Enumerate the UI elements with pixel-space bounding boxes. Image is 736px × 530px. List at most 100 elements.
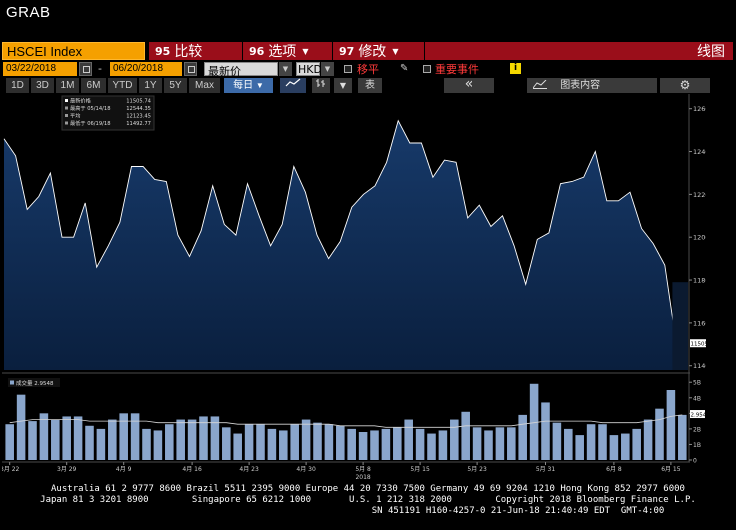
last-price-label: 11505.74 [691, 342, 707, 348]
date-controls: 03/22/2018 - 06/20/2018 最新价 ▼ HKD ▼ 移平 ✎… [2, 61, 733, 78]
last-volume-label-bg [690, 410, 705, 419]
price-type-select[interactable]: 最新价 [204, 62, 278, 78]
legend-value: 11492.77 [126, 121, 151, 127]
x-tick-label: 5月 15 [410, 466, 430, 473]
bar-style-caret-icon[interactable]: ▼ [334, 78, 352, 93]
legend-label: 平均 [70, 112, 80, 120]
legend-label: 最高于 05/14/18 [70, 104, 111, 112]
end-calendar-icon[interactable] [184, 62, 197, 76]
price-tick-label: 12600 [693, 105, 706, 113]
volume-bar [301, 419, 311, 460]
events-label: 重要事件 [435, 63, 479, 76]
command-bar: HSCEI Index 95 比较 96 选项 ▼ 97 修改 ▼ 线图 [2, 42, 733, 60]
period-1y-button[interactable]: 1Y [139, 78, 163, 93]
legend-value: 12123.45 [126, 114, 151, 120]
x-tick-label: 6月 15 [661, 466, 681, 473]
legend-label: 最低于 06/19/18 [70, 119, 111, 127]
volume-bar [347, 428, 356, 460]
period-1m-button[interactable]: 1M [56, 78, 80, 93]
volume-bar [28, 421, 37, 460]
x-tick-label: 5月 23 [467, 466, 487, 473]
gear-icon: ⚙ [679, 78, 691, 92]
period-5y-button[interactable]: 5Y [164, 78, 188, 93]
period-3d-button[interactable]: 3D [31, 78, 55, 93]
volume-bar [16, 394, 26, 460]
volume-avg-line [9, 414, 683, 428]
compare-tab[interactable]: 95 比较 [149, 42, 243, 60]
volume-bar [51, 419, 60, 460]
legend-marker [65, 114, 68, 117]
price-tick-label: 11800 [693, 277, 706, 285]
back-button[interactable]: « [444, 77, 494, 93]
frequency-caret-icon: ▼ [255, 81, 264, 90]
volume-bar [85, 425, 94, 460]
chart-content-button[interactable]: 图表内容 [527, 78, 657, 93]
settings-button[interactable]: ⚙ [660, 78, 710, 93]
modify-tab[interactable]: 97 修改 ▼ [333, 42, 425, 60]
volume-legend-marker [10, 380, 14, 385]
last-volume-label: 2.9548 [691, 412, 707, 418]
command-bar-spacer [425, 42, 689, 60]
price-area [4, 120, 688, 370]
volume-bar [518, 414, 527, 460]
volume-bar [165, 424, 174, 460]
volume-tick-label: 0 [693, 458, 697, 465]
price-volume-chart[interactable]: 11400 11600 11800 12000 12200 12400 12600 11505… [2, 94, 706, 484]
x-tick-label: 4月 9 [116, 466, 132, 473]
options-tab-label: 选项 [268, 44, 297, 60]
legend-box [61, 95, 155, 131]
pencil-icon[interactable]: ✎ [400, 63, 409, 74]
period-ytd-button[interactable]: YTD [108, 78, 138, 93]
period-max-button[interactable]: Max [189, 78, 221, 93]
period-1d-button[interactable]: 1D [6, 78, 30, 93]
volume-bar [598, 424, 607, 460]
info-icon[interactable]: i [510, 63, 521, 74]
price-area-tail [672, 282, 688, 370]
currency-select[interactable]: HKD [296, 62, 322, 76]
moving-avg-label: 移平 [357, 63, 379, 76]
price-tick-label: 11600 [693, 319, 706, 327]
legend-marker [65, 106, 68, 110]
footer-phone-line-1: Australia 61 2 9777 8600 Brazil 5511 239… [51, 484, 685, 494]
modify-tab-label: 修改 [358, 44, 387, 60]
line-style-icon[interactable] [280, 78, 306, 93]
price-type-caret-icon[interactable]: ▼ [279, 62, 292, 76]
volume-bar [233, 433, 242, 460]
volume-bar [575, 435, 584, 460]
moving-avg-checkbox[interactable] [344, 65, 352, 73]
bar-style-icon[interactable] [312, 78, 330, 93]
modify-caret-icon: ▼ [392, 46, 399, 56]
volume-bar [256, 424, 265, 460]
volume-bar [529, 383, 539, 460]
volume-bar [609, 435, 619, 460]
currency-caret-icon[interactable]: ▼ [321, 62, 334, 76]
line-chart-label[interactable]: 线图 [689, 42, 733, 60]
volume-bar [142, 428, 151, 460]
volume-bar [358, 432, 368, 460]
table-button[interactable]: 表 [358, 78, 382, 93]
volume-bar [450, 419, 459, 460]
volume-bar [586, 424, 596, 460]
chart-content-label: 图表内容 [560, 80, 601, 91]
volume-bar [324, 424, 334, 460]
date-separator: - [98, 62, 102, 75]
frequency-select[interactable]: 每日 ▼ [224, 78, 274, 93]
volume-bar [313, 422, 322, 460]
start-calendar-icon[interactable] [79, 62, 92, 76]
volume-bar [39, 413, 49, 460]
end-date-input[interactable]: 06/20/2018 [110, 62, 182, 76]
window-title: GRAB [6, 4, 51, 21]
start-date-input[interactable]: 03/22/2018 [3, 62, 77, 76]
events-checkbox[interactable] [423, 65, 431, 73]
volume-bar [404, 419, 413, 460]
compare-tab-label: 比较 [174, 44, 203, 60]
options-tab-number: 96 [249, 44, 265, 58]
volume-bar [461, 411, 470, 460]
volume-bar [472, 427, 482, 460]
x-tick-label: 4月 30 [296, 466, 316, 473]
volume-bar [119, 413, 128, 460]
period-6m-button[interactable]: 6M [81, 78, 107, 93]
options-tab[interactable]: 96 选项 ▼ [243, 42, 333, 60]
ticker-field[interactable]: HSCEI Index [2, 42, 145, 60]
volume-tick-label: 5B [693, 380, 701, 387]
